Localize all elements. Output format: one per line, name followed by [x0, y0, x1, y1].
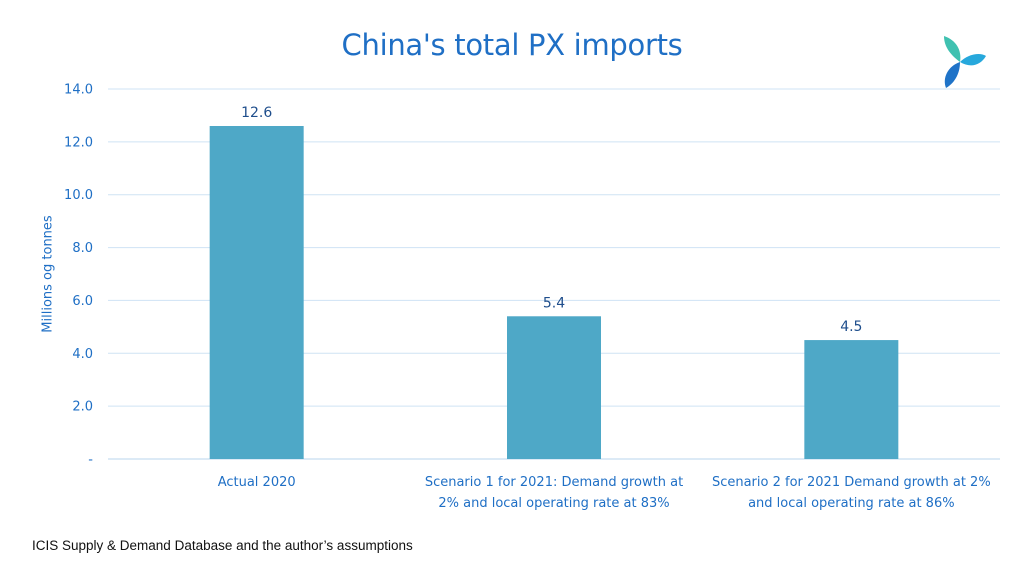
y-tick-label: 12.0 — [64, 135, 93, 150]
chart-title: China's total PX imports — [341, 28, 683, 62]
icis-logo-icon — [944, 36, 986, 88]
y-tick-label: 6.0 — [72, 294, 93, 309]
y-tick-label: 2.0 — [72, 400, 93, 415]
x-tick-label: Scenario 1 for 2021: Demand growth at — [425, 475, 683, 490]
x-tick-label: Scenario 2 for 2021 Demand growth at 2% — [712, 475, 991, 490]
x-tick-label: Actual 2020 — [218, 475, 296, 490]
data-label: 4.5 — [840, 319, 862, 335]
source-note: ICIS Supply & Demand Database and the au… — [32, 538, 413, 553]
y-tick-label: - — [88, 453, 93, 468]
x-tick-label: and local operating rate at 86% — [748, 496, 955, 511]
y-tick-label: 14.0 — [64, 83, 93, 98]
bar — [209, 126, 304, 459]
y-tick-label: 10.0 — [64, 188, 93, 203]
data-label: 12.6 — [241, 105, 272, 121]
data-label: 5.4 — [543, 295, 565, 311]
y-tick-label: 8.0 — [72, 241, 93, 256]
x-tick-label: 2% and local operating rate at 83% — [438, 496, 669, 511]
bar — [804, 340, 899, 459]
bar — [507, 316, 601, 459]
y-tick-label: 4.0 — [72, 347, 93, 362]
